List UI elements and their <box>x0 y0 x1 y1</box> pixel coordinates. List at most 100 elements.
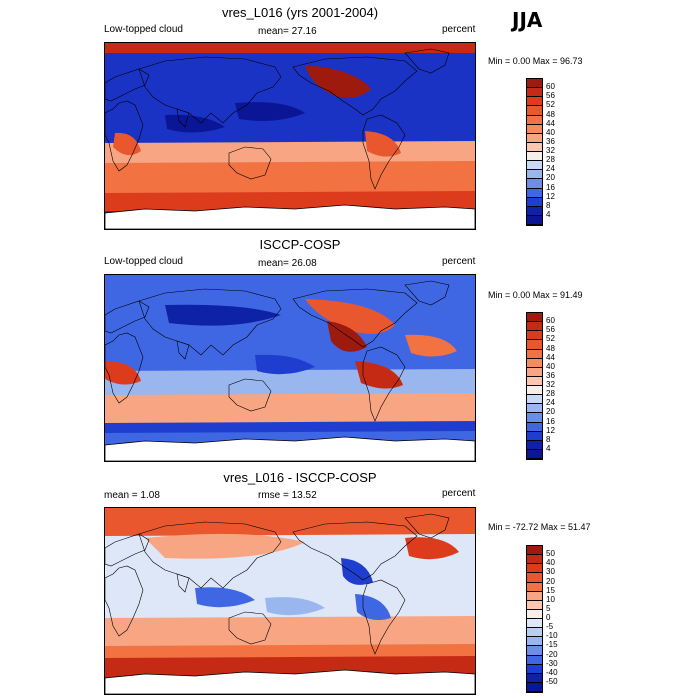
colorbar-swatch <box>527 555 542 565</box>
colorbar-tick-label: 5 <box>546 603 551 613</box>
colorbar-swatch <box>527 197 542 207</box>
colorbar-tick-label: 48 <box>546 343 555 353</box>
colorbar-swatch <box>527 637 542 647</box>
colorbar-tick-label: 28 <box>546 389 555 399</box>
antarctica-outline <box>105 436 475 461</box>
india-outline <box>176 108 190 128</box>
field-region <box>405 537 459 560</box>
colorbar-swatch <box>527 115 542 125</box>
field-region <box>105 361 141 385</box>
field-region <box>105 393 475 427</box>
panel-3-title: vres_L016 - ISCCP-COSP <box>223 470 377 485</box>
colorbar-tick-label: 20 <box>546 576 555 586</box>
panel-1-units-label: percent <box>442 24 476 35</box>
colorbar-tick-label: 32 <box>546 146 555 155</box>
colorbar-swatch <box>527 206 542 216</box>
panel-3-colorbar <box>526 545 543 693</box>
colorbar-tick-label: 0 <box>546 613 551 622</box>
greenland-outline <box>404 280 450 306</box>
colorbar-tick-label: 15 <box>546 585 555 595</box>
colorbar-swatch <box>527 682 542 692</box>
colorbar-tick-label: -5 <box>546 622 554 632</box>
colorbar-tick-label: 60 <box>546 316 555 326</box>
colorbar-tick-label: 44 <box>546 352 555 362</box>
colorbar-tick-label: -50 <box>546 676 558 686</box>
colorbar-swatch <box>527 646 542 656</box>
panel-2-minmax: Min = 0.00 Max = 91.49 <box>488 290 583 300</box>
colorbar-tick-label: 16 <box>546 416 555 426</box>
colorbar-swatch <box>527 188 542 198</box>
field-region <box>105 421 475 433</box>
india-outline <box>176 573 190 593</box>
colorbar-swatch <box>527 79 542 89</box>
colorbar-swatch <box>527 440 542 450</box>
antarctica-outline <box>105 669 475 694</box>
panel-2-map-svg <box>105 275 475 461</box>
colorbar-tick-label: 44 <box>546 118 555 128</box>
asia-outline <box>138 521 282 589</box>
colorbar-tick-label: 4 <box>546 209 551 219</box>
namerica-outline <box>292 521 418 581</box>
panel-3-mean-label: mean = 1.08 <box>104 490 160 501</box>
colorbar-swatch <box>527 340 542 350</box>
panel-1-title: vres_L016 (yrs 2001-2004) <box>221 5 379 20</box>
colorbar-swatch <box>527 582 542 592</box>
colorbar-tick-label: 8 <box>546 434 551 444</box>
greenland-outline <box>404 48 450 74</box>
africa-outline <box>105 565 144 637</box>
colorbar-tick-label: 30 <box>546 567 555 577</box>
panel-1-map-svg <box>105 43 475 229</box>
colorbar-tick-label: 48 <box>546 109 555 119</box>
colorbar-swatch <box>527 591 542 601</box>
colorbar-swatch <box>527 322 542 332</box>
field-region <box>305 299 395 334</box>
colorbar-swatch <box>527 358 542 368</box>
colorbar-swatch <box>527 106 542 116</box>
colorbar-tick-label: 40 <box>546 361 555 371</box>
colorbar-swatch <box>527 422 542 432</box>
colorbar-swatch <box>527 573 542 583</box>
panel-1-colorbar <box>526 78 543 226</box>
field-region <box>405 334 457 357</box>
colorbar-tick-label: 36 <box>546 370 555 380</box>
panel-3-minmax: Min = -72.72 Max = 51.47 <box>488 522 591 532</box>
field-region <box>105 508 475 536</box>
australia-outline <box>228 378 272 412</box>
africa-outline <box>105 100 144 172</box>
field-region <box>265 597 325 616</box>
colorbar-swatch <box>527 124 542 134</box>
field-region <box>235 102 305 121</box>
colorbar-swatch <box>527 619 542 629</box>
colorbar-swatch <box>527 349 542 359</box>
colorbar-tick-label: -40 <box>546 667 558 677</box>
colorbar-swatch <box>527 170 542 180</box>
colorbar-tick-label: 8 <box>546 200 551 210</box>
field-region <box>113 132 141 156</box>
panel-2-left-label: Low-topped cloud <box>104 256 183 267</box>
namerica-outline <box>292 288 418 348</box>
colorbar-tick-label: 40 <box>546 127 555 137</box>
colorbar-tick-label: 60 <box>546 82 555 92</box>
africa-outline <box>105 332 144 404</box>
panel-2-colorbar <box>526 312 543 460</box>
colorbar-swatch <box>527 564 542 574</box>
colorbar-swatch <box>527 97 542 107</box>
colorbar-swatch <box>527 413 542 423</box>
colorbar-tick-label: -15 <box>546 640 558 650</box>
panel-1-map <box>104 42 476 230</box>
colorbar-tick-label: 36 <box>546 136 555 146</box>
colorbar-swatch <box>527 376 542 386</box>
field-region <box>105 43 475 53</box>
colorbar-swatch <box>527 161 542 171</box>
colorbar-swatch <box>527 600 542 610</box>
colorbar-swatch <box>527 395 542 405</box>
panel-3-map-svg <box>105 508 475 694</box>
field-region <box>305 65 371 98</box>
colorbar-swatch <box>527 142 542 152</box>
field-region <box>355 361 403 389</box>
colorbar-swatch <box>527 88 542 98</box>
field-region <box>195 587 255 608</box>
colorbar-tick-label: 50 <box>546 549 555 559</box>
colorbar-tick-label: 52 <box>546 334 555 344</box>
colorbar-tick-label: 10 <box>546 594 555 604</box>
